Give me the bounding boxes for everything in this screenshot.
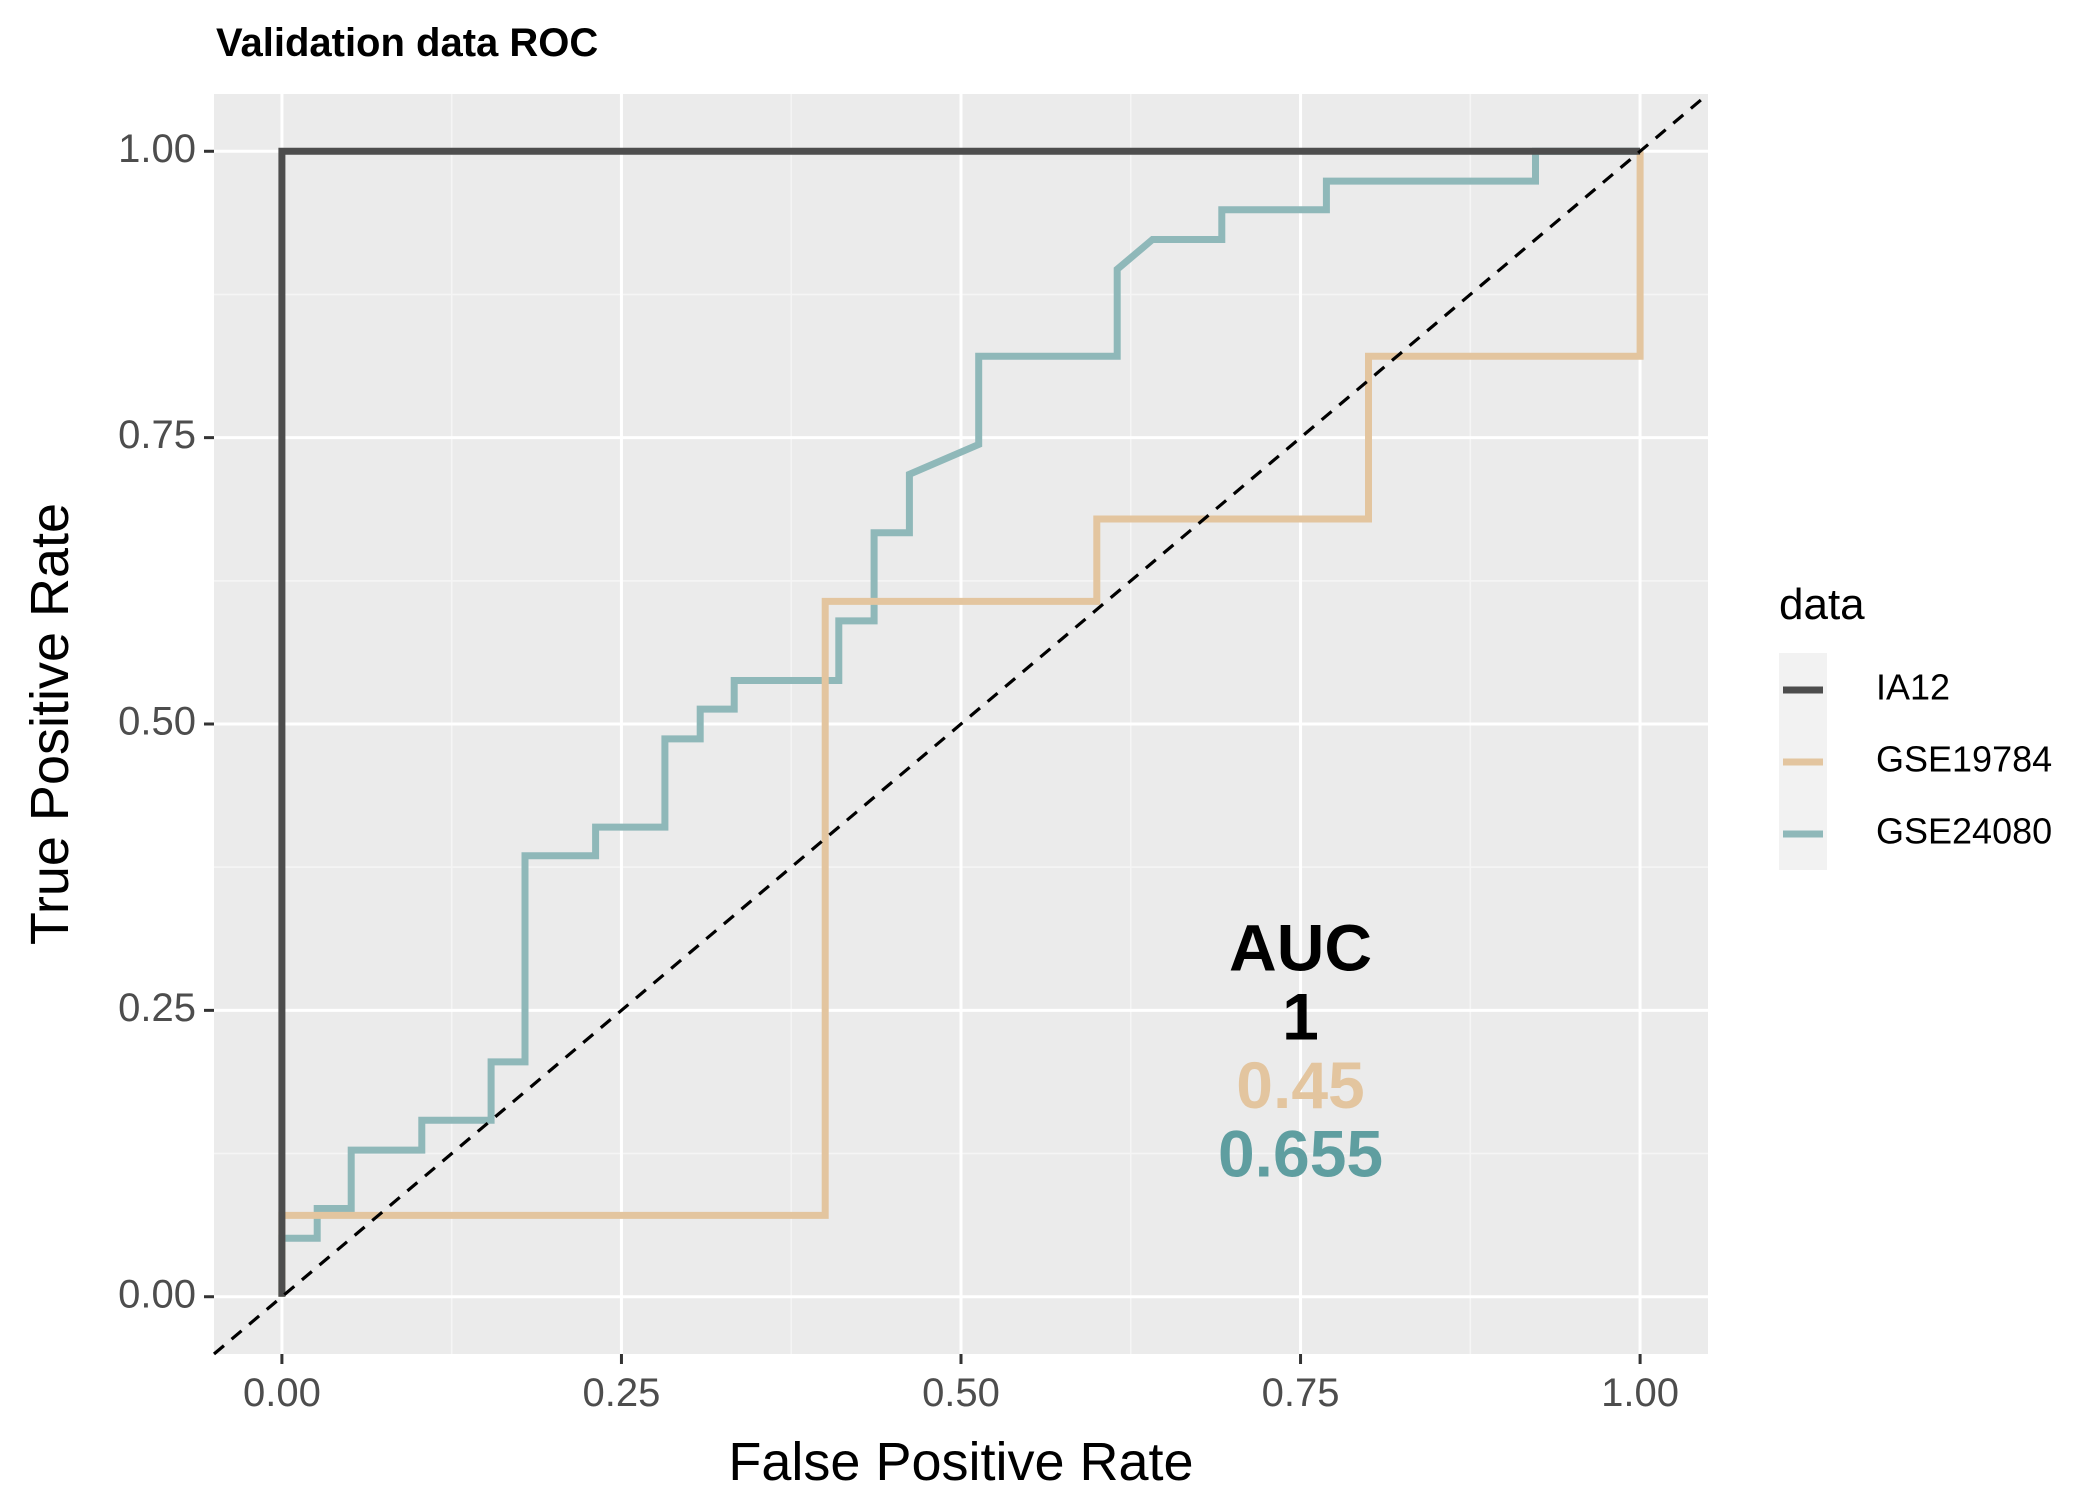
auc-annotation-3: 0.655	[1218, 1117, 1383, 1191]
series-line-ia12	[278, 147, 1641, 1297]
x-tick-label: 1.00	[1601, 1371, 1679, 1415]
chart-title: Validation data ROC	[216, 21, 598, 65]
legend-title: data	[1779, 580, 1865, 629]
legend-label-gse24080: GSE24080	[1876, 811, 2052, 852]
y-axis-title: True Positive Rate	[20, 503, 80, 945]
x-tick-label: 0.75	[1262, 1371, 1340, 1415]
y-tick-label: 0.25	[118, 986, 196, 1030]
y-tick-label: 0.75	[118, 413, 196, 457]
x-tick-label: 0.00	[243, 1371, 321, 1415]
series-layer	[278, 147, 1644, 1297]
x-axis-title: False Positive Rate	[728, 1432, 1193, 1492]
y-tick-label: 0.50	[118, 700, 196, 744]
auc-annotation-0: AUC	[1229, 911, 1372, 985]
legend-items: IA12 GSE19784 GSE24080	[1779, 653, 2052, 870]
legend-label-ia12: IA12	[1876, 667, 1950, 708]
auc-annotation-2: 0.45	[1236, 1048, 1364, 1122]
y-axis: 0.00 0.25 0.50 0.75 1.00	[118, 127, 214, 1316]
legend-label-gse19784: GSE19784	[1876, 739, 2052, 780]
x-tick-label: 0.50	[922, 1371, 1000, 1415]
reference-diagonal-line	[212, 92, 1710, 1356]
y-tick-label: 0.00	[118, 1272, 196, 1316]
x-tick-label: 0.25	[583, 1371, 661, 1415]
x-axis: 0.00 0.25 0.50 0.75 1.00	[243, 1354, 1679, 1415]
auc-annotation-1: 1	[1282, 979, 1319, 1053]
series-line-gse24080	[278, 147, 1641, 1297]
y-tick-label: 1.00	[118, 127, 196, 171]
legend: data IA12 GSE19784 GSE24080	[1779, 580, 2052, 870]
series-line-gse19784	[278, 151, 1644, 1297]
